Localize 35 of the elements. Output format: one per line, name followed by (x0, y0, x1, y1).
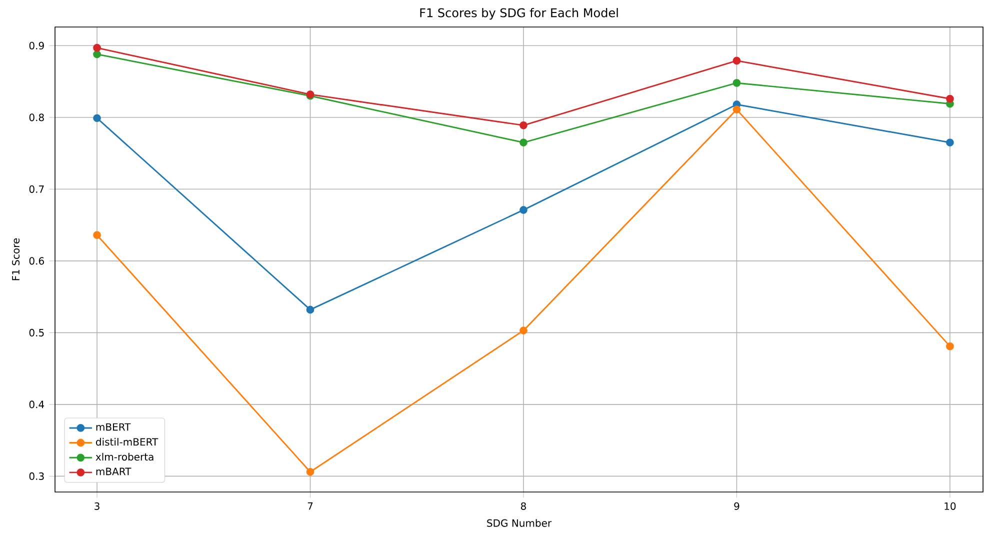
x-tick-label: 8 (520, 502, 526, 510)
point (306, 468, 314, 476)
x-tick-label: 9 (734, 502, 740, 510)
legend-label: mBART (96, 468, 132, 476)
point (732, 56, 741, 65)
y-tick-label: 0.8 (29, 114, 44, 122)
x-tick-label: 10 (944, 502, 956, 510)
point (946, 138, 954, 146)
point (946, 342, 954, 350)
point (93, 231, 101, 240)
point (732, 79, 741, 87)
y-axis-title: F1 Score (12, 238, 20, 280)
legend-label: xlm-roberta (96, 452, 154, 461)
y-tick-label: 0.9 (29, 42, 44, 50)
y-tick-label: 0.6 (29, 257, 44, 265)
x-axis-title: SDG Number (487, 519, 552, 527)
y-tick-label: 0.7 (29, 185, 44, 193)
point (93, 44, 101, 52)
x-tick-label: 3 (94, 502, 100, 510)
point (93, 50, 101, 58)
y-tick-label: 0.4 (29, 400, 44, 408)
point (732, 106, 741, 114)
point (520, 206, 528, 214)
point (946, 94, 954, 103)
y-tick-label: 0.5 (29, 328, 44, 336)
point (306, 306, 314, 314)
point (93, 114, 101, 122)
point (520, 326, 528, 334)
legend-label: distil-mBERT (96, 438, 158, 446)
x-tick-label: 7 (308, 502, 313, 510)
chart-title: F1 Scores by SDG for Each Model (420, 8, 618, 20)
point (520, 121, 528, 130)
legend-label: mBERT (96, 423, 131, 431)
point (520, 138, 528, 146)
y-tick-label: 0.3 (29, 472, 44, 480)
